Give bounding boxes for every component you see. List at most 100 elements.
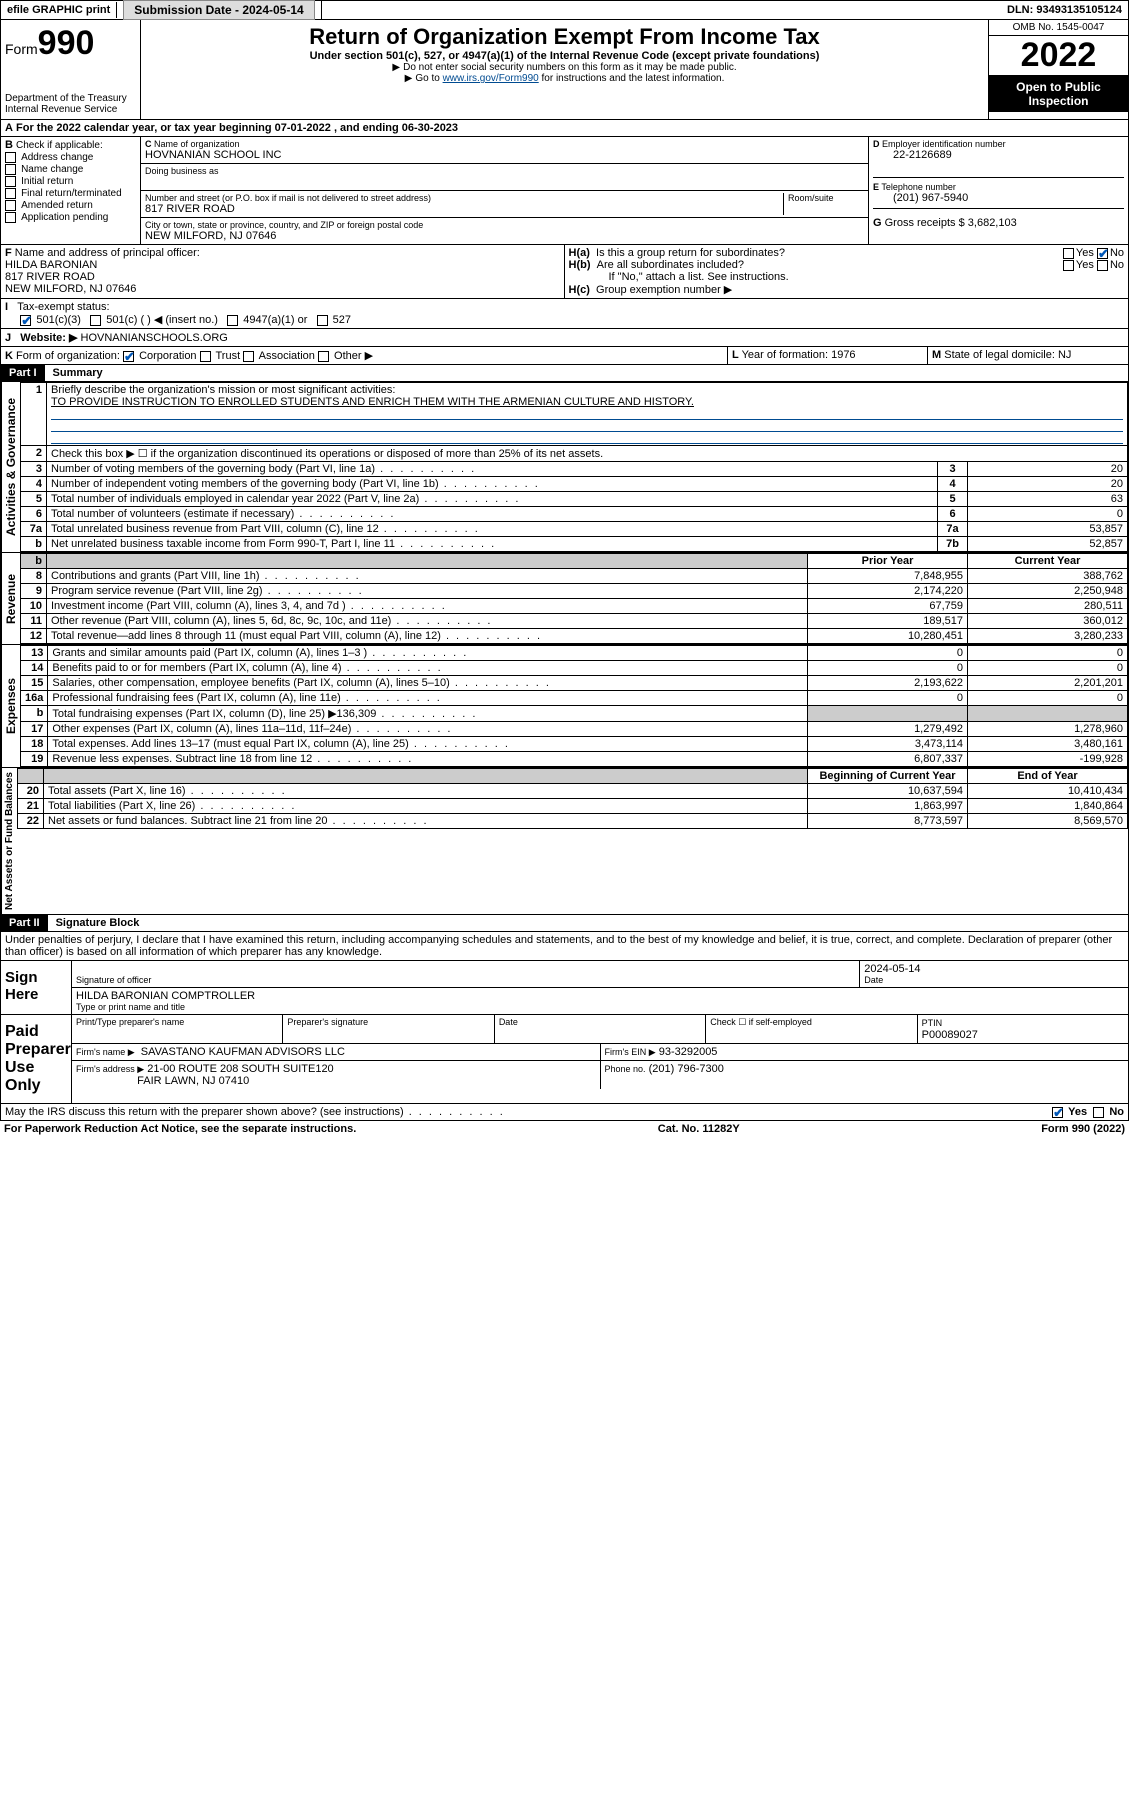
officer-addr2: NEW MILFORD, NJ 07646: [5, 283, 136, 295]
vtab-governance: Activities & Governance: [1, 382, 20, 552]
hb-no[interactable]: [1097, 260, 1108, 271]
subtitle-3: Go to www.irs.gov/Form990 for instructio…: [145, 73, 984, 84]
table-row: 11Other revenue (Part VIII, column (A), …: [21, 614, 1128, 629]
table-row: 9Program service revenue (Part VIII, lin…: [21, 584, 1128, 599]
table-row: 19Revenue less expenses. Subtract line 1…: [21, 752, 1128, 767]
chk-address-change[interactable]: [5, 152, 16, 163]
gross-receipts-value: 3,682,103: [968, 217, 1017, 229]
street-address: 817 RIVER ROAD: [145, 203, 779, 215]
ein-value: 22-2126689: [873, 149, 1124, 161]
open-public-badge: Open to Public Inspection: [989, 76, 1128, 112]
officer-addr1: 817 RIVER ROAD: [5, 271, 95, 283]
chk-amended-return[interactable]: [5, 200, 16, 211]
topbar: efile GRAPHIC print Submission Date - 20…: [0, 0, 1129, 20]
name-title-label: Type or print name and title: [76, 1002, 1124, 1012]
dln: DLN: 93493135105124: [1001, 2, 1128, 18]
form-title: Return of Organization Exempt From Incom…: [145, 24, 984, 50]
footer-left: For Paperwork Reduction Act Notice, see …: [4, 1123, 356, 1135]
table-row: 7aTotal unrelated business revenue from …: [21, 522, 1128, 537]
addr-label: Number and street (or P.O. box if mail i…: [145, 193, 779, 203]
table-row: 21Total liabilities (Part X, line 26)1,8…: [18, 799, 1128, 814]
ha-no[interactable]: [1097, 248, 1108, 259]
chk-4947[interactable]: [227, 315, 238, 326]
table-row: 15Salaries, other compensation, employee…: [21, 676, 1128, 691]
table-row: 18Total expenses. Add lines 13–17 (must …: [21, 737, 1128, 752]
irs-label: Internal Revenue Service: [5, 104, 136, 115]
col-begin: Beginning of Current Year: [808, 769, 968, 784]
may-irs-discuss: May the IRS discuss this return with the…: [5, 1106, 505, 1118]
domicile-label: State of legal domicile:: [944, 349, 1055, 361]
ha-yes[interactable]: [1063, 248, 1074, 259]
website-value: HOVNANIANSCHOOLS.ORG: [81, 332, 228, 344]
firm-ein-label: Firm's EIN ▶: [605, 1047, 656, 1057]
submission-date: Submission Date - 2024-05-14: [117, 1, 321, 19]
subtitle-1: Under section 501(c), 527, or 4947(a)(1)…: [145, 50, 984, 62]
part2-title: Signature Block: [48, 915, 148, 931]
hb-note: If "No," attach a list. See instructions…: [569, 271, 1125, 283]
ptin-label: PTIN: [922, 1018, 943, 1028]
chk-other[interactable]: [318, 351, 329, 362]
table-row: 8Contributions and grants (Part VIII, li…: [21, 569, 1128, 584]
officer-name: HILDA BARONIAN: [5, 259, 97, 271]
prep-name-label: Print/Type preparer's name: [72, 1015, 283, 1043]
hb-yes[interactable]: [1063, 260, 1074, 271]
sign-here-label: Sign Here: [1, 961, 71, 1014]
col-end: End of Year: [968, 769, 1128, 784]
vtab-expenses: Expenses: [1, 645, 20, 767]
form-number: Form990: [5, 24, 136, 63]
form-org-label: Form of organization:: [16, 350, 120, 362]
firm-ein: 93-3292005: [659, 1046, 718, 1058]
col-prior: Prior Year: [808, 554, 968, 569]
officer-label: Name and address of principal officer:: [15, 247, 200, 259]
col-current: Current Year: [968, 554, 1128, 569]
chk-trust[interactable]: [200, 351, 211, 362]
table-row: 12Total revenue—add lines 8 through 11 (…: [21, 629, 1128, 644]
subtitle-2: Do not enter social security numbers on …: [145, 62, 984, 73]
officer-name-title: HILDA BARONIAN COMPTROLLER: [76, 990, 255, 1002]
chk-527[interactable]: [317, 315, 328, 326]
declaration: Under penalties of perjury, I declare th…: [0, 932, 1129, 961]
part1-header: Part I: [1, 365, 45, 381]
line-i: I Tax-exempt status: 501(c)(3) 501(c) ( …: [0, 299, 1129, 329]
tax-year-range: For the 2022 calendar year, or tax year …: [16, 122, 458, 134]
self-employed-check: Check ☐ if self-employed: [706, 1015, 917, 1043]
chk-501c[interactable]: [90, 315, 101, 326]
may-irs-yes[interactable]: [1052, 1107, 1063, 1118]
chk-name-change[interactable]: [5, 164, 16, 175]
domicile: NJ: [1058, 349, 1071, 361]
org-name: HOVNANIAN SCHOOL INC: [145, 149, 864, 161]
table-row: 4Number of independent voting members of…: [21, 477, 1128, 492]
table-row: 20Total assets (Part X, line 16)10,637,5…: [18, 784, 1128, 799]
ptin-value: P00089027: [922, 1029, 978, 1041]
year-formation-label: Year of formation:: [742, 349, 828, 361]
sig-date-label: Date: [864, 975, 1124, 985]
prep-sig-label: Preparer's signature: [283, 1015, 494, 1043]
firm-name: SAVASTANO KAUFMAN ADVISORS LLC: [141, 1046, 345, 1058]
ha-label: Is this a group return for subordinates?: [596, 247, 785, 259]
paid-preparer-label: Paid Preparer Use Only: [1, 1015, 71, 1103]
mission-text: TO PROVIDE INSTRUCTION TO ENROLLED STUDE…: [51, 396, 694, 408]
efile-label: efile GRAPHIC print: [1, 2, 117, 18]
chk-assoc[interactable]: [243, 351, 254, 362]
table-row: 3Number of voting members of the governi…: [21, 462, 1128, 477]
sig-date-value: 2024-05-14: [864, 963, 920, 975]
chk-initial-return[interactable]: [5, 176, 16, 187]
table-row: 13Grants and similar amounts paid (Part …: [21, 646, 1128, 661]
may-irs-no[interactable]: [1093, 1107, 1104, 1118]
page-footer: For Paperwork Reduction Act Notice, see …: [0, 1121, 1129, 1137]
table-row: 5Total number of individuals employed in…: [21, 492, 1128, 507]
chk-final-return-terminated[interactable]: [5, 188, 16, 199]
submission-button[interactable]: Submission Date - 2024-05-14: [123, 0, 314, 20]
officer-group-block: F Name and address of principal officer:…: [0, 245, 1129, 299]
chk-application-pending[interactable]: [5, 212, 16, 223]
firm-phone-label: Phone no.: [605, 1064, 646, 1074]
line-j: J Website: ▶ HOVNANIANSCHOOLS.ORG: [0, 329, 1129, 347]
prep-date-label: Date: [495, 1015, 706, 1043]
chk-501c3[interactable]: [20, 315, 31, 326]
chk-corp[interactable]: [123, 351, 134, 362]
form990-link[interactable]: www.irs.gov/Form990: [443, 73, 539, 84]
firm-phone: (201) 796-7300: [649, 1063, 724, 1075]
city-state-zip: NEW MILFORD, NJ 07646: [145, 230, 864, 242]
dept-treasury: Department of the Treasury: [5, 93, 136, 104]
omb-number: OMB No. 1545-0047: [989, 20, 1128, 36]
